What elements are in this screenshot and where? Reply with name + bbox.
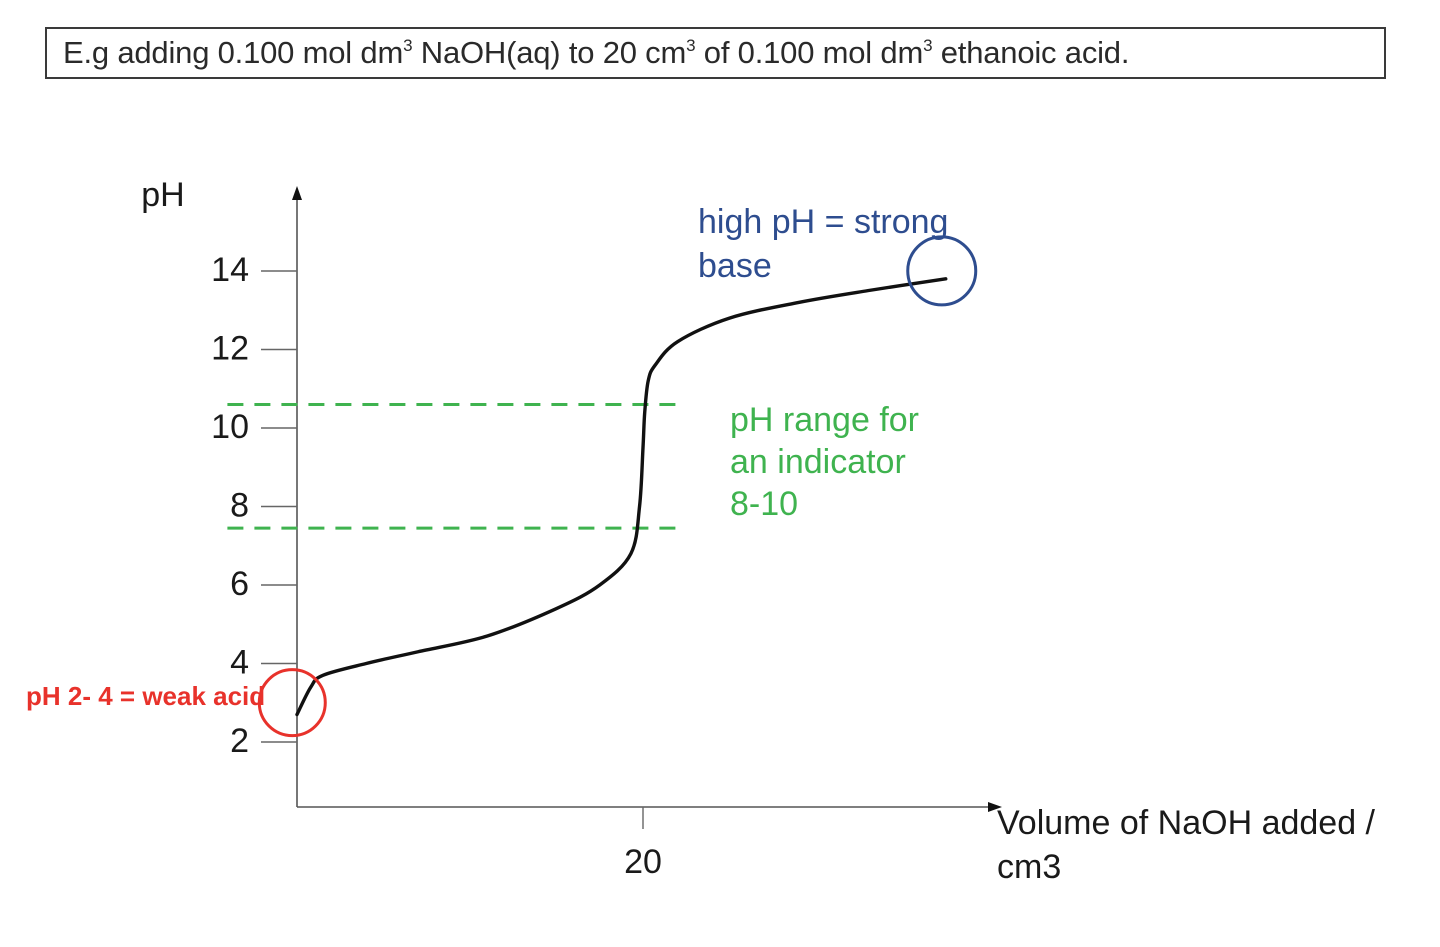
y-axis-label: pH	[141, 176, 184, 214]
indicator-range-label: pH range for	[730, 401, 919, 439]
x-tick-label: 20	[624, 843, 662, 881]
title-superscript-1: 3	[403, 36, 413, 55]
y-axis-arrow	[292, 186, 302, 200]
y-tick-label: 6	[230, 565, 249, 603]
indicator-range-label: 8-10	[730, 485, 798, 523]
y-tick-label: 8	[230, 487, 249, 525]
y-tick-label: 4	[230, 644, 249, 682]
title-text-2: NaOH(aq) to 20 cm	[412, 35, 687, 70]
title-text-4: ethanoic acid.	[932, 35, 1130, 70]
indicator-range-label: an indicator	[730, 443, 906, 481]
title-superscript-3: 3	[923, 36, 933, 55]
y-tick-label: 10	[211, 408, 249, 446]
x-axis-label: Volume of NaOH added /	[997, 804, 1376, 842]
axes: 2 4 6 8 10 12 14 20 pH Volume of NaOH added / cm3	[141, 176, 1375, 886]
x-axis-label: cm3	[997, 848, 1061, 886]
y-tick-label: 2	[230, 722, 249, 760]
x-axis-arrow	[988, 802, 1002, 812]
series-group	[295, 277, 948, 717]
title-superscript-2: 3	[686, 36, 696, 55]
title-text-1: E.g adding 0.100 mol dm	[63, 35, 404, 70]
strong-base-label: high pH = strong	[698, 203, 948, 241]
title-text-3: of 0.100 mol dm	[695, 35, 924, 70]
titration-curve	[295, 277, 948, 717]
annotations-group: high pH = strong base pH range for an indic…	[26, 203, 978, 738]
strong-base-label: base	[698, 247, 772, 285]
y-tick-label: 14	[211, 251, 249, 289]
y-tick-label: 12	[211, 330, 249, 368]
weak-acid-circle	[257, 668, 327, 738]
strong-base-circle	[906, 235, 978, 307]
indicator-range-lines	[227, 402, 683, 530]
chart-title: E.g adding 0.100 mol dm3 NaOH(aq) to 20 …	[45, 27, 1386, 79]
weak-acid-label: pH 2- 4 = weak acid	[26, 681, 265, 711]
